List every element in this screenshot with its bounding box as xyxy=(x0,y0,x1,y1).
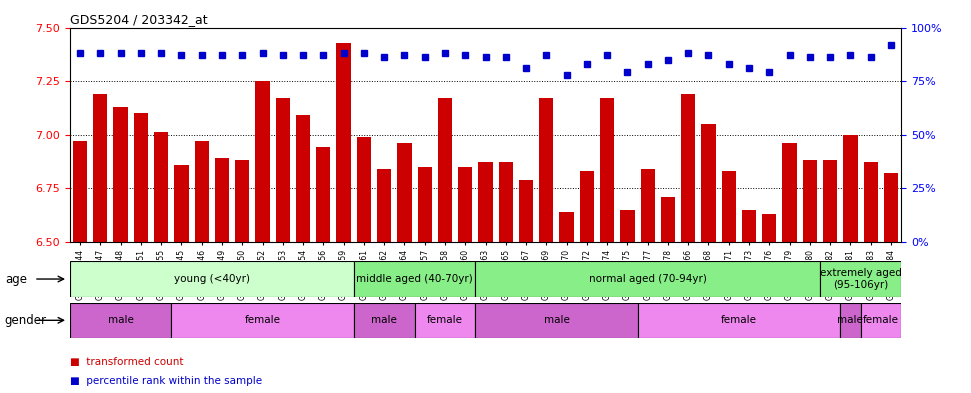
Bar xyxy=(742,209,756,242)
Bar xyxy=(539,98,553,242)
Bar xyxy=(840,303,860,338)
Bar xyxy=(353,261,476,297)
Text: female: female xyxy=(427,315,463,325)
Text: extremely aged
(95-106yr): extremely aged (95-106yr) xyxy=(820,268,901,290)
Bar xyxy=(701,124,716,242)
Bar xyxy=(681,94,695,242)
Text: male: male xyxy=(371,315,397,325)
Bar xyxy=(154,132,168,242)
Bar xyxy=(171,303,353,338)
Bar xyxy=(438,98,452,242)
Bar xyxy=(641,169,654,242)
Bar xyxy=(296,115,310,242)
Bar xyxy=(580,171,594,242)
Bar xyxy=(620,209,634,242)
Bar xyxy=(479,162,492,242)
Bar xyxy=(134,113,148,242)
Bar xyxy=(377,169,391,242)
Bar xyxy=(114,107,128,242)
Bar xyxy=(418,167,432,242)
Text: ■  percentile rank within the sample: ■ percentile rank within the sample xyxy=(70,376,262,386)
Bar xyxy=(235,160,250,242)
Bar xyxy=(661,197,675,242)
Text: male: male xyxy=(837,315,863,325)
Text: ■  transformed count: ■ transformed count xyxy=(70,356,184,367)
Bar xyxy=(215,158,229,242)
Bar xyxy=(175,165,188,242)
Bar xyxy=(397,143,412,242)
Text: female: female xyxy=(863,315,899,325)
Bar xyxy=(317,147,330,242)
Bar xyxy=(70,261,353,297)
Text: male: male xyxy=(108,315,134,325)
Bar xyxy=(721,171,736,242)
Bar xyxy=(337,42,351,242)
Text: gender: gender xyxy=(5,314,47,327)
Bar xyxy=(884,173,898,242)
Bar xyxy=(600,98,615,242)
Bar xyxy=(860,303,901,338)
Bar xyxy=(863,162,878,242)
Bar xyxy=(353,303,415,338)
Bar xyxy=(415,303,476,338)
Bar xyxy=(762,214,777,242)
Text: female: female xyxy=(720,315,757,325)
Text: normal aged (70-94yr): normal aged (70-94yr) xyxy=(588,274,707,284)
Bar xyxy=(823,160,837,242)
Bar xyxy=(783,143,796,242)
Bar xyxy=(194,141,209,242)
Bar xyxy=(476,303,638,338)
Bar xyxy=(843,134,857,242)
Text: GDS5204 / 203342_at: GDS5204 / 203342_at xyxy=(70,13,208,26)
Text: female: female xyxy=(245,315,281,325)
Bar xyxy=(499,162,513,242)
Bar xyxy=(73,141,87,242)
Text: age: age xyxy=(5,272,27,286)
Bar xyxy=(93,94,108,242)
Bar xyxy=(458,167,472,242)
Bar xyxy=(803,160,817,242)
Text: male: male xyxy=(544,315,569,325)
Text: middle aged (40-70yr): middle aged (40-70yr) xyxy=(356,274,473,284)
Bar xyxy=(476,261,820,297)
Bar xyxy=(276,98,290,242)
Bar xyxy=(356,137,371,242)
Bar xyxy=(559,212,574,242)
Bar xyxy=(638,303,840,338)
Text: young (<40yr): young (<40yr) xyxy=(174,274,250,284)
Bar xyxy=(519,180,533,242)
Bar xyxy=(70,303,171,338)
Bar xyxy=(820,261,901,297)
Bar xyxy=(255,81,270,242)
